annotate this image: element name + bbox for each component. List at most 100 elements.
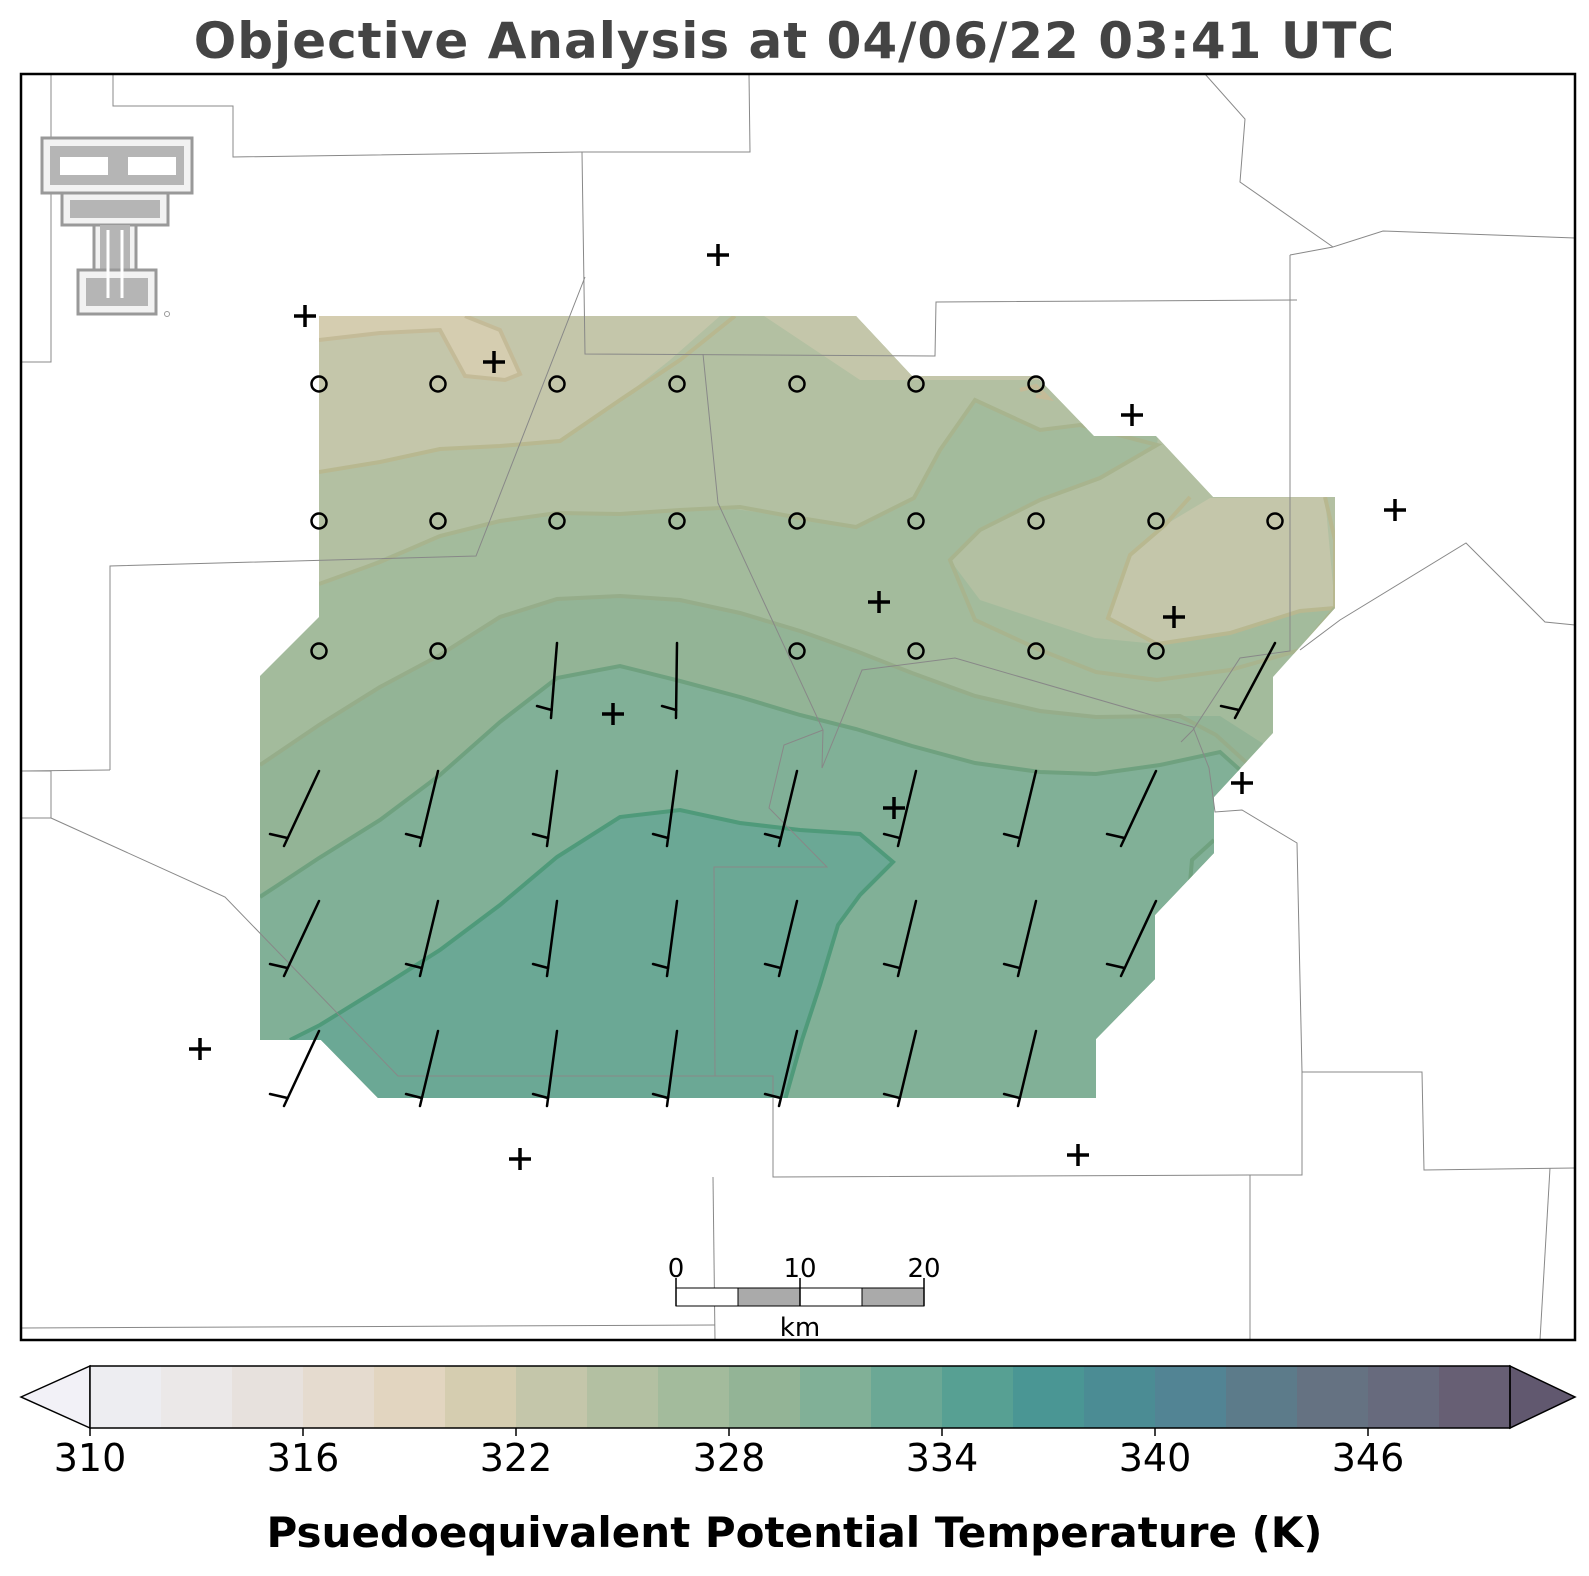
colorbar: [19, 1364, 1577, 1436]
colorbar-segment: [1084, 1366, 1156, 1428]
wind-barb-flag: [1002, 962, 1022, 970]
wind-barb-staff: [418, 1029, 440, 1108]
wind-barb-flag: [1219, 704, 1241, 712]
wind-barb-flag: [404, 1092, 424, 1100]
scale-tick-10: 10: [783, 1254, 816, 1284]
colorbar-label: Psuedoequivalent Potential Temperature (…: [266, 1508, 1323, 1557]
wind-barb-staff: [282, 1029, 321, 1108]
wind-barb-flag: [268, 1092, 289, 1100]
wind-barb-staff: [545, 769, 559, 848]
wind-barb-staff: [1119, 899, 1158, 978]
calm-circle: [1027, 512, 1045, 530]
wind-barb-flag: [651, 1092, 670, 1100]
colorbar-segment: [232, 1366, 304, 1428]
scale-tick-0: 0: [668, 1254, 685, 1284]
wind-barb-flag: [531, 1092, 550, 1100]
wind-barb-flag: [763, 962, 783, 970]
colorbar-under-arrow: [19, 1364, 91, 1430]
wind-barb-flag: [1105, 832, 1126, 840]
calm-circle: [788, 375, 806, 393]
colorbar-tick-316: 316: [266, 1436, 340, 1480]
colorbar-segment: [1368, 1366, 1440, 1428]
colorbar-segment: [658, 1366, 730, 1428]
wind-barb-flag: [404, 962, 424, 970]
wind-barb-flag: [531, 962, 550, 970]
colorbar-segment: [942, 1366, 1014, 1428]
wind-barb-flag: [268, 832, 289, 840]
wind-barb-flag: [882, 832, 902, 840]
wind-barb-staff: [777, 1029, 799, 1108]
contour-322: [318, 397, 1335, 683]
wind-barb-staff: [418, 899, 440, 978]
calm-circle: [1147, 642, 1165, 660]
colorbar-segment: [800, 1366, 872, 1428]
contour-318: [318, 316, 523, 383]
wind-barb-staff: [665, 899, 679, 978]
band-320-east: [1108, 497, 1335, 644]
colorbar-segment: [1226, 1366, 1298, 1428]
colorbar-segment: [374, 1366, 446, 1428]
station-markers: [189, 244, 1406, 1170]
texas-tech-logo: [40, 136, 194, 317]
wind-barb-flag: [763, 832, 783, 840]
scale-bar: 0 10 20 km: [668, 1254, 941, 1343]
calm-circle: [548, 512, 566, 530]
colorbar-segment: [1297, 1366, 1369, 1428]
calm-circle: [1266, 512, 1284, 530]
wind-barb-flag: [404, 832, 424, 840]
colorbar-frame: [89, 1365, 1511, 1429]
calm-circle: [907, 375, 925, 393]
colorbar-tick-346: 346: [1331, 1436, 1405, 1480]
band-332: [290, 810, 893, 1098]
colorbar-segment: [516, 1366, 588, 1428]
calm-wind-circles: [310, 375, 1284, 660]
wind-barb-staff: [282, 769, 321, 848]
county-boundaries: [21, 74, 1575, 1340]
colorbar-tick-322: 322: [479, 1436, 553, 1480]
map-frame: [19, 72, 1577, 1342]
wind-barb-staff: [1016, 769, 1038, 848]
wind-barb-flag: [268, 962, 289, 970]
wind-barb-flag: [882, 962, 902, 970]
calm-circle: [907, 512, 925, 530]
colorbar-tick-334: 334: [905, 1436, 979, 1480]
colorbar-segment: [1155, 1366, 1227, 1428]
wind-barb-staff: [777, 899, 799, 978]
wind-barb-staff: [1016, 899, 1038, 978]
wind-barb-flag: [882, 1092, 902, 1100]
colorbar-segment: [90, 1366, 162, 1428]
colorbar-segment: [445, 1366, 517, 1428]
wind-barb-staff: [545, 899, 559, 978]
wind-barb-staff: [777, 769, 799, 848]
wind-barb-flag: [763, 1092, 783, 1100]
wind-barb-staff: [674, 641, 679, 720]
contour-318-ne: [1019, 383, 1054, 401]
colorbar-segment: [303, 1366, 375, 1428]
colorbar-segment: [871, 1366, 943, 1428]
colorbar-segment: [587, 1366, 659, 1428]
contour-326: [260, 663, 1242, 899]
wind-barb-flag: [531, 832, 550, 840]
band-318: [319, 316, 520, 380]
calm-circle: [1147, 512, 1165, 530]
wind-barb-flag: [660, 704, 678, 712]
wind-barb-staff: [549, 641, 559, 720]
wind-barb-staff: [545, 1029, 559, 1108]
wind-barb-flag: [651, 962, 670, 970]
calm-circle: [310, 642, 328, 660]
wind-barb-staff: [896, 899, 918, 978]
contour-324: [260, 593, 1262, 777]
colorbar-segment: [161, 1366, 233, 1428]
calm-circle: [668, 375, 686, 393]
wind-barb-flag: [651, 832, 670, 840]
wind-barb-staff: [896, 769, 918, 848]
contour-320-east: [1105, 495, 1335, 647]
contour-lines: [260, 316, 1335, 1098]
wind-barb-staff: [1119, 769, 1158, 848]
calm-circle: [310, 512, 328, 530]
calm-circle: [788, 512, 806, 530]
contour-328: [289, 807, 896, 1098]
colorbar-tick-328: 328: [692, 1436, 766, 1480]
calm-circle: [429, 642, 447, 660]
contour-326-east: [1188, 838, 1216, 884]
